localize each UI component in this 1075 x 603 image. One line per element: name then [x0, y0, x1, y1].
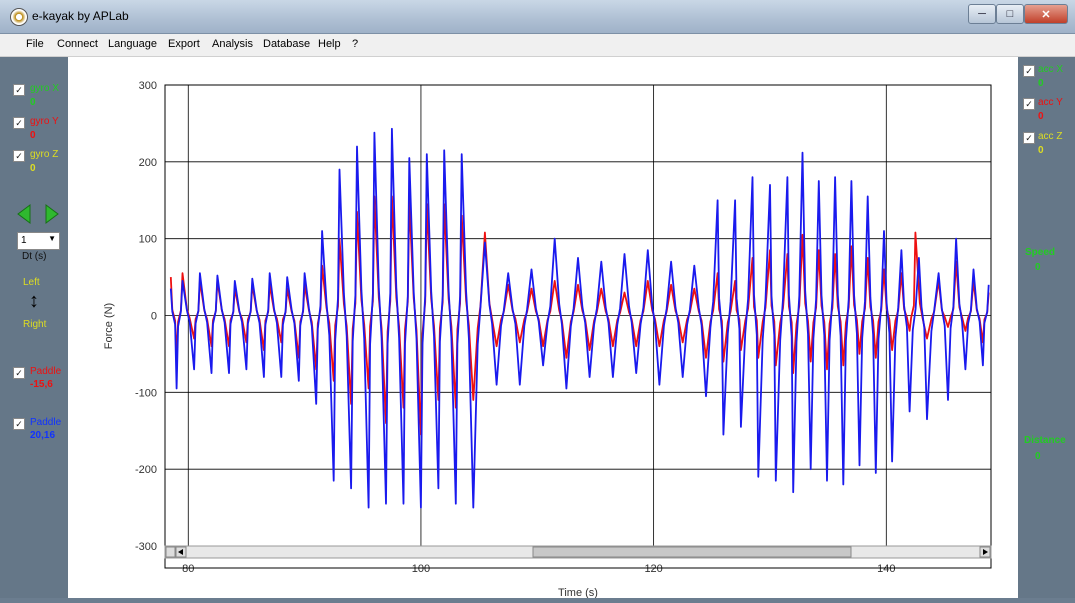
paddle-red-label: Paddle [30, 366, 62, 377]
chart-lines [169, 127, 990, 509]
previous-arrow-icon[interactable] [17, 204, 31, 224]
window-title: e-kayak by APLab [32, 9, 129, 23]
minimize-button[interactable]: ─ [968, 4, 996, 24]
gyro-z-label: gyro Z [30, 149, 59, 160]
dt-label: Dt (s) [22, 251, 47, 262]
menu-language[interactable]: Language [108, 38, 157, 50]
x-tick-label: 140 [877, 563, 895, 575]
window-controls: ─ □ ✕ [968, 4, 1068, 24]
acc-z-checkbox[interactable]: ✓ [1023, 132, 1035, 144]
horizontal-scrollbar[interactable] [164, 545, 992, 559]
paddle-blue-checkbox[interactable]: ✓ [13, 418, 25, 430]
x-axis-label: Time (s) [558, 587, 598, 598]
right-panel: ✓ acc X 0 ✓ acc Y 0 ✓ acc Z 0 Speed 0 Di… [1018, 57, 1075, 598]
scroll-right-glyph-icon [983, 549, 988, 555]
y-tick-label: -300 [135, 541, 157, 553]
app-icon [10, 8, 28, 26]
menu-bar: File Connect Language Export Analysis Da… [0, 34, 1075, 57]
paddle-blue-value: 20,16 [30, 430, 56, 441]
acc-x-checkbox[interactable]: ✓ [1023, 65, 1035, 77]
dt-select-value: 1 [21, 235, 27, 246]
menu-analysis[interactable]: Analysis [212, 38, 253, 50]
acc-x-value: 0 [1038, 78, 1044, 89]
gyro-z-checkbox[interactable]: ✓ [13, 150, 25, 162]
menu-export[interactable]: Export [168, 38, 200, 50]
paddle-blue-label: Paddle [30, 417, 62, 428]
acc-x-label: acc X [1038, 64, 1064, 75]
gyro-y-value: 0 [30, 130, 36, 141]
acc-y-checkbox[interactable]: ✓ [1023, 98, 1035, 110]
menu-connect[interactable]: Connect [57, 38, 98, 50]
y-tick-label: -200 [135, 464, 157, 476]
distance-value: 0 [1035, 451, 1041, 462]
close-button[interactable]: ✕ [1024, 4, 1068, 24]
speed-value: 0 [1035, 262, 1041, 273]
chevron-down-icon: ▼ [48, 234, 56, 243]
scrollbar-zoom-icon[interactable] [165, 546, 176, 558]
force-chart: 300 200 100 0 -100 -200 -300 80 100 120 140 Time (… [68, 57, 1018, 599]
dt-select[interactable]: 1 ▼ [17, 232, 60, 250]
left-label: Left [23, 277, 40, 288]
plot-frame [164, 84, 992, 569]
nav-arrows [17, 204, 59, 224]
gyro-x-label: gyro X [30, 83, 59, 94]
right-label: Right [23, 319, 47, 330]
acc-y-value: 0 [1038, 111, 1044, 122]
scrollbar-thumb[interactable] [532, 546, 852, 558]
title-bar: e-kayak by APLab ─ □ ✕ [0, 0, 1075, 34]
gyro-z-value: 0 [30, 163, 36, 174]
paddle-red-checkbox[interactable]: ✓ [13, 367, 25, 379]
menu-help[interactable]: Help [318, 38, 341, 50]
y-axis-label: Force (N) [103, 303, 115, 349]
menu-file[interactable]: File [26, 38, 44, 50]
menu-question[interactable]: ? [352, 38, 359, 50]
next-arrow-icon[interactable] [45, 204, 59, 224]
x-tick-label: 100 [412, 563, 430, 575]
maximize-button[interactable]: □ [996, 4, 1024, 24]
y-tick-label: 200 [139, 157, 157, 169]
left-panel: ✓ gyro X 0 ✓ gyro Y 0 ✓ gyro Z 0 1 ▼ Dt … [0, 57, 68, 598]
gyro-y-label: gyro Y [30, 116, 59, 127]
speed-label: Speed [1025, 247, 1056, 258]
gyro-y-checkbox[interactable]: ✓ [13, 117, 25, 129]
gyro-x-checkbox[interactable]: ✓ [13, 84, 25, 96]
chart-grid [165, 84, 991, 547]
menu-database[interactable]: Database [263, 38, 311, 50]
x-tick-label: 120 [644, 563, 662, 575]
y-tick-label: 0 [151, 311, 157, 323]
scroll-left-glyph-icon [178, 549, 183, 555]
paddle-red-value: -15,6 [30, 379, 53, 390]
acc-z-label: acc Z [1038, 131, 1063, 142]
distance-label: Distance [1024, 435, 1066, 446]
acc-y-label: acc Y [1038, 97, 1063, 108]
y-tick-label: -100 [135, 387, 157, 399]
series-line-blue [169, 127, 990, 509]
x-tick-label: 80 [182, 563, 194, 575]
y-tick-label: 100 [139, 234, 157, 246]
y-tick-label: 300 [139, 80, 157, 92]
gyro-x-value: 0 [30, 97, 36, 108]
chart-ticks: 300 200 100 0 -100 -200 -300 80 100 120 140 [135, 80, 896, 575]
acc-z-value: 0 [1038, 145, 1044, 156]
up-down-arrow-icon[interactable]: ↕ [29, 290, 39, 312]
force-chart-svg: 300 200 100 0 -100 -200 -300 80 100 120 140 Time (… [103, 80, 992, 599]
